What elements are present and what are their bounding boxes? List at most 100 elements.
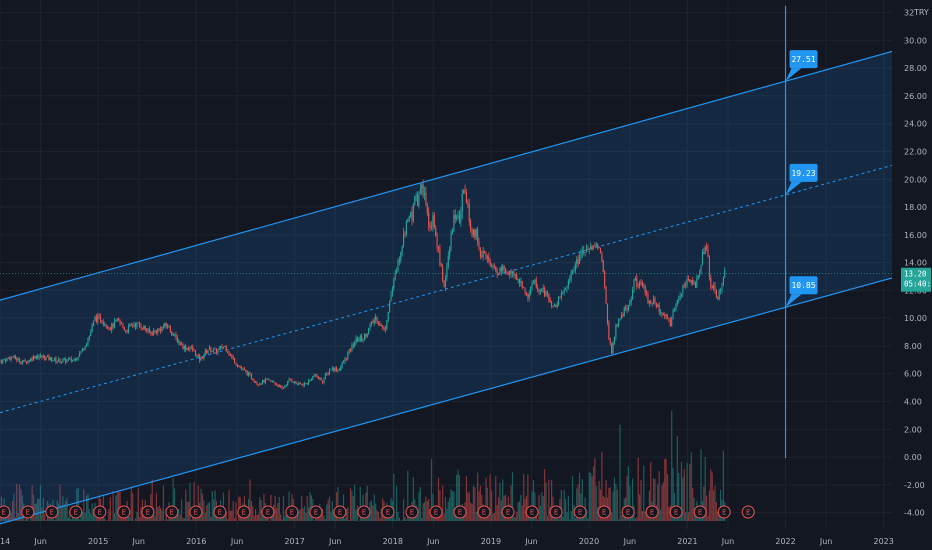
earnings-marker-circle: [453, 505, 467, 519]
volume-bar: [44, 514, 46, 521]
candle-body: [390, 294, 392, 302]
earnings-marker[interactable]: E: [381, 505, 395, 519]
earnings-marker[interactable]: E: [309, 505, 323, 519]
candle-body: [179, 341, 181, 345]
price-axis-tick: 10.00: [904, 314, 927, 323]
earnings-marker[interactable]: E: [141, 505, 155, 519]
candle-body: [284, 385, 286, 388]
volume-bar: [2, 516, 4, 521]
earnings-marker[interactable]: E: [357, 505, 371, 519]
volume-bar: [457, 469, 459, 521]
earnings-marker[interactable]: E: [693, 505, 707, 519]
earnings-marker[interactable]: E: [237, 505, 251, 519]
candle-body: [17, 358, 19, 361]
volume-bar: [714, 486, 716, 521]
earnings-marker[interactable]: E: [213, 505, 227, 519]
earnings-marker[interactable]: E: [117, 505, 131, 519]
candle-body: [102, 322, 104, 325]
earnings-marker[interactable]: E: [189, 505, 203, 519]
earnings-marker[interactable]: E: [477, 505, 491, 519]
candle-body: [513, 271, 515, 276]
earnings-marker[interactable]: E: [645, 505, 659, 519]
candle-body: [182, 344, 184, 350]
candle-body: [553, 304, 555, 307]
candle-body: [556, 304, 558, 307]
volume-bar: [380, 508, 382, 521]
volume-bar: [496, 505, 498, 521]
earnings-marker[interactable]: E: [45, 505, 59, 519]
candlesticks: [0, 179, 726, 390]
volume-bar: [532, 480, 535, 521]
earnings-marker-label: E: [746, 509, 750, 517]
earnings-marker[interactable]: E: [261, 505, 275, 519]
volume-bar: [500, 500, 502, 521]
volume-bar: [389, 516, 391, 521]
candle-body: [673, 309, 676, 311]
earnings-marker[interactable]: E: [621, 505, 635, 519]
earnings-marker[interactable]: E: [501, 505, 515, 519]
earnings-marker-circle: [213, 505, 227, 519]
earnings-marker[interactable]: E: [333, 505, 347, 519]
candle-body: [164, 323, 166, 328]
candle-body: [331, 367, 333, 370]
candle-body: [76, 358, 78, 361]
candle-body: [572, 271, 574, 274]
candle-body: [241, 367, 243, 369]
candle-body: [609, 339, 611, 344]
volume-bar: [204, 512, 206, 521]
candle-body: [701, 252, 703, 265]
volume-bar: [164, 520, 166, 521]
time-axis[interactable]: 2014 Jun 2015 Jun 2016 Jun 2017 Jun 2018 Jun 2019 J…: [0, 537, 932, 546]
volume-bar: [157, 507, 159, 521]
channel-lower-line[interactable]: [0, 277, 893, 525]
volume-bar: [404, 516, 406, 521]
earnings-marker[interactable]: E: [573, 505, 587, 519]
earnings-marker[interactable]: E: [669, 505, 683, 519]
earnings-marker[interactable]: E: [21, 505, 35, 519]
volume-bar: [352, 495, 354, 521]
earnings-marker-circle: [429, 505, 443, 519]
candle-body: [590, 246, 592, 249]
volume-bar: [567, 495, 569, 521]
volume-bar: [351, 490, 353, 521]
earnings-marker[interactable]: E: [717, 505, 731, 519]
earnings-marker[interactable]: E: [165, 505, 179, 519]
candle-body: [421, 184, 423, 189]
candle-body: [655, 302, 657, 307]
earnings-marker[interactable]: E: [429, 505, 443, 519]
candle-body: [405, 221, 407, 235]
candle-body: [372, 321, 374, 323]
earnings-marker[interactable]: E: [549, 505, 563, 519]
earnings-marker[interactable]: E: [285, 505, 299, 519]
channel-upper-line[interactable]: [0, 50, 893, 301]
earnings-marker-label: E: [74, 509, 78, 517]
volume-bar: [74, 518, 77, 521]
earnings-marker[interactable]: E: [93, 505, 107, 519]
volume-bar: [689, 464, 691, 521]
candle-body: [207, 349, 209, 353]
candle-body: [361, 336, 363, 341]
candle-body: [326, 373, 328, 375]
candle-body: [165, 323, 167, 326]
volume-bar: [340, 518, 342, 521]
volume-bar: [31, 485, 33, 521]
earnings-marker[interactable]: E: [69, 505, 83, 519]
channel-middle-line[interactable]: [0, 164, 893, 414]
candle-body: [210, 346, 212, 352]
candle-body: [204, 350, 206, 356]
earnings-marker[interactable]: E: [525, 505, 539, 519]
candle-body: [597, 244, 599, 248]
candle-body: [274, 382, 276, 385]
earnings-marker[interactable]: E: [453, 505, 467, 519]
earnings-marker[interactable]: E: [597, 505, 611, 519]
candle-body: [270, 380, 272, 382]
earnings-marker[interactable]: E: [741, 505, 755, 519]
volume-bar: [672, 467, 674, 521]
price-axis[interactable]: -4.00-2.000.002.004.006.008.0010.0012.00…: [904, 9, 927, 518]
earnings-marker[interactable]: E: [0, 505, 11, 519]
candle-body: [218, 347, 220, 350]
candle-body: [27, 360, 29, 364]
earnings-marker[interactable]: E: [405, 505, 419, 519]
